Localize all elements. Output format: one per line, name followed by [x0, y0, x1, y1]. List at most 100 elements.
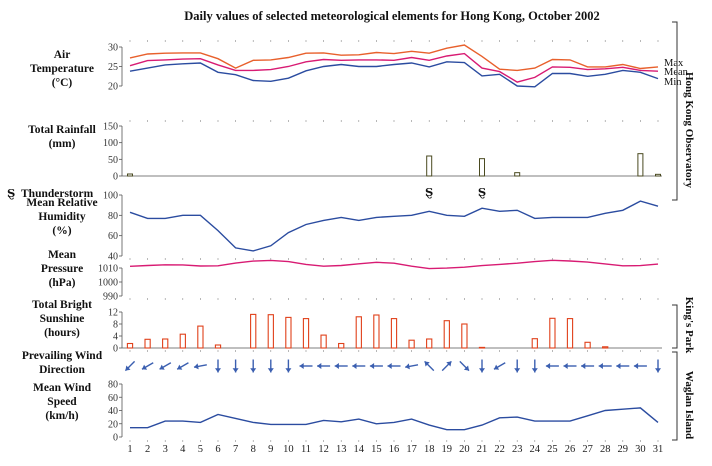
sunshine-bar — [602, 346, 609, 349]
wind-arrow-head — [581, 363, 586, 369]
wind-arrow-head — [405, 363, 410, 370]
wind-arrow-head — [334, 363, 339, 369]
pressure-y-axis: 990 1000 1010 — [98, 264, 123, 303]
day-label: 29 — [618, 444, 629, 455]
rainfall-bar — [127, 173, 133, 177]
day-label: 10 — [283, 444, 294, 455]
rainfall-bar — [479, 158, 485, 177]
wind-direction-arrow — [633, 363, 647, 369]
day-label: 14 — [354, 444, 365, 455]
wind-arrow-head — [232, 368, 239, 373]
wind-direction-arrow — [317, 363, 331, 369]
sunshine-bar — [390, 318, 398, 349]
wind_speed-y-axis: 0 20 40 60 80 — [108, 380, 123, 444]
wind-arrow-head — [285, 368, 292, 373]
wind-direction-arrow — [598, 363, 612, 369]
wind_speed-tick-label: 40 — [108, 406, 118, 417]
wind-arrow-head — [299, 363, 304, 369]
rainfall-tick-label: 100 — [103, 138, 118, 149]
wind_speed-ylabel-line: Mean Wind — [33, 382, 92, 394]
wind-direction-arrow — [124, 360, 136, 372]
wind-direction-arrow — [655, 359, 661, 373]
sunshine-bar — [426, 338, 433, 349]
day-label: 21 — [477, 444, 488, 455]
humidity-ylabel: Mean Relative Humidity (%) — [26, 197, 97, 237]
wind-arrow-head — [177, 364, 183, 370]
wind-speed-line — [130, 407, 659, 431]
wind-direction-arrow — [387, 363, 401, 369]
wind-arrow-head — [250, 368, 257, 373]
temperature-y-axis: 20 25 30 — [108, 43, 123, 93]
pressure-ylabel-line: Mean — [48, 249, 77, 261]
sunshine-bar — [373, 314, 380, 349]
pressure-line — [129, 259, 659, 270]
sunshine-bar — [214, 344, 222, 349]
day-label: 9 — [268, 444, 273, 455]
wind-arrow-head — [655, 368, 661, 373]
wind-arrow-head — [463, 365, 469, 371]
wind-arrow-head — [616, 363, 621, 369]
wind_speed-ylabel: Mean Wind Speed (km/h) — [33, 382, 92, 422]
sunshine-bar — [584, 341, 591, 349]
sunshine-bar — [250, 313, 257, 349]
day-label: 25 — [547, 444, 558, 455]
wind-direction-arrow — [285, 359, 292, 373]
sunshine-ylabel-line: Total Bright — [32, 299, 92, 311]
wind-direction-arrow — [545, 363, 559, 369]
rainfall-ylabel-line: (mm) — [49, 138, 76, 150]
wind-direction-arrow — [563, 363, 577, 369]
day-label: 5 — [198, 444, 203, 455]
sunshine-bar — [302, 318, 310, 349]
sunshine-bar — [355, 316, 362, 349]
sunshine-bar — [197, 325, 204, 349]
wind-arrow-head — [633, 363, 639, 369]
sunshine-bar — [144, 338, 151, 349]
temperature-legend-max: Max — [664, 58, 684, 69]
sunshine-bar — [162, 338, 169, 349]
wind-arrow-head — [125, 365, 131, 371]
wind-direction-arrow — [405, 363, 419, 370]
x-axis: 1 2 3 4 5 6 7 8 9 10 11 12 13 14 15 16 17 18 19 20 21 22 23 24 2… — [127, 40, 663, 455]
temperature-legend-min: Min — [664, 77, 682, 88]
day-label: 31 — [653, 444, 664, 455]
temperature-tick-label: 20 — [108, 82, 118, 93]
wind-arrow-head — [387, 363, 392, 369]
humidity-ylabel-line: Mean Relative — [26, 197, 97, 209]
humidity-ylabel-line: (%) — [52, 225, 71, 237]
day-label: 13 — [336, 444, 347, 455]
sunshine-bar — [179, 333, 186, 349]
humidity-line — [129, 200, 659, 252]
humidity-y-axis: 40 60 80 100 — [103, 191, 123, 263]
wind-arrow-head — [424, 361, 430, 367]
wind_speed-tick-label: 60 — [108, 393, 118, 404]
temperature-tick-label: 25 — [108, 62, 118, 73]
wind-direction-arrow — [493, 362, 506, 370]
wind-direction-arrow — [479, 359, 485, 373]
side-bracket — [672, 21, 678, 201]
wind_speed-ylabel-line: Speed — [47, 396, 77, 408]
wind-arrow-head — [159, 364, 165, 370]
rainfall-y-axis: 0 50 100 150 — [103, 122, 123, 183]
rainfall-ylabel: Total Rainfall (mm) — [28, 124, 96, 150]
humidity-tick-label: 60 — [108, 231, 118, 242]
day-label: 8 — [251, 444, 256, 455]
temperature-ylabel-line: Air — [54, 49, 71, 61]
day-label: 6 — [215, 444, 220, 455]
wind-direction-arrow — [352, 363, 366, 369]
wind-arrow-head — [194, 363, 199, 370]
side-bracket — [672, 351, 678, 441]
sunshine-bar — [443, 320, 450, 349]
day-label: 24 — [530, 444, 541, 455]
wind-direction-ylabel: Prevailing Wind Direction — [22, 350, 103, 376]
wind-arrow-head — [563, 363, 568, 369]
pressure-ylabel: Mean Pressure (hPa) — [41, 249, 83, 289]
wind-arrow-head — [267, 368, 274, 373]
day-label: 15 — [371, 444, 382, 455]
day-label: 12 — [318, 444, 329, 455]
temperature-legend-mean: Mean — [664, 67, 689, 78]
side-label-kings-park: King's Park — [683, 297, 695, 354]
day-label: 16 — [389, 444, 400, 455]
day-label: 1 — [127, 444, 132, 455]
wind-direction-arrow — [159, 362, 172, 370]
sunshine-bar — [461, 323, 468, 349]
